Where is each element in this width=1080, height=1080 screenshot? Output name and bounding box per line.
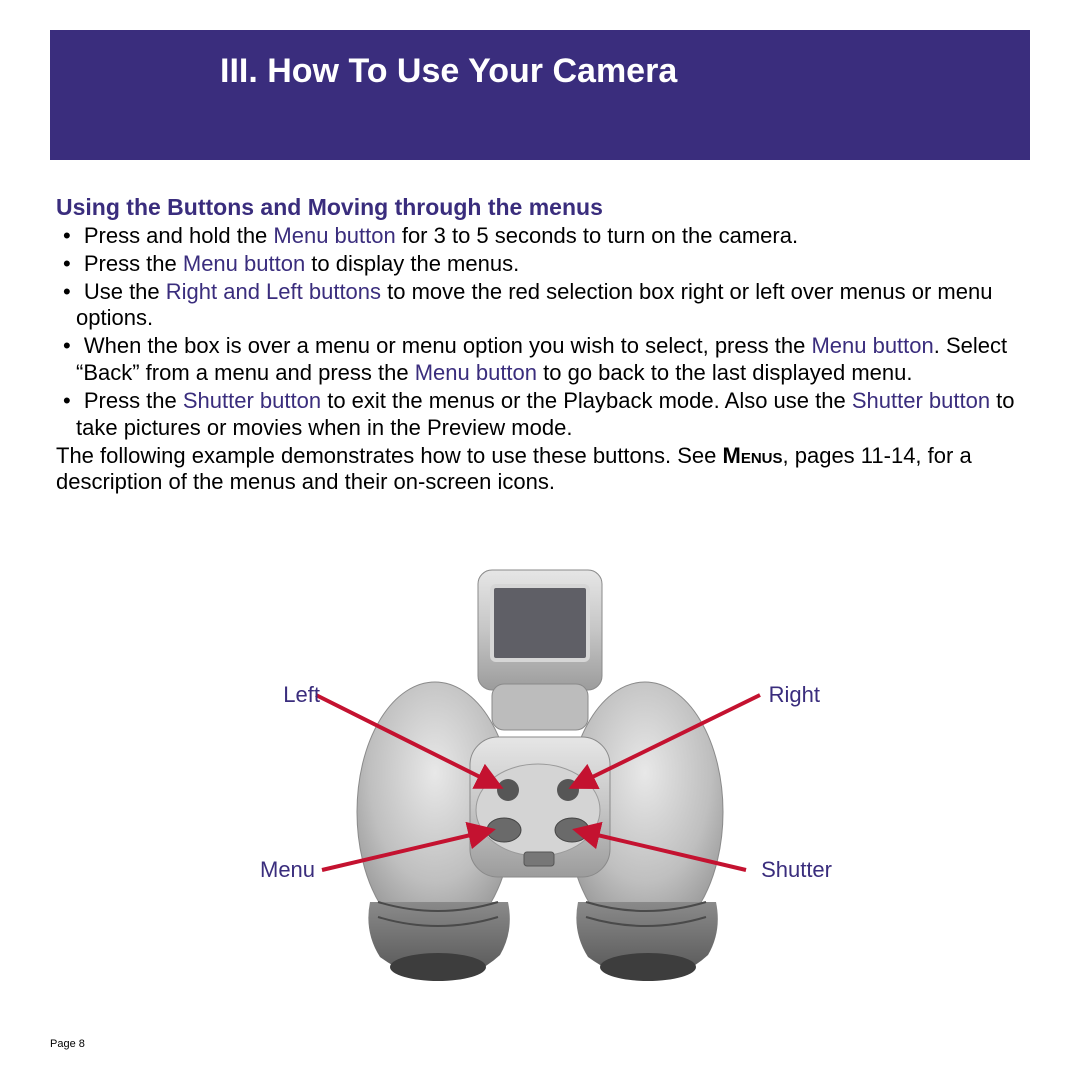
instruction-item: Press the Menu button to display the men… xyxy=(56,251,1024,278)
text-run: for 3 to 5 seconds to turn on the camera… xyxy=(396,223,798,248)
content-area: Using the Buttons and Moving through the… xyxy=(50,160,1030,992)
keyword-menu-button: Menu button xyxy=(811,333,933,358)
text-run: When the box is over a menu or menu opti… xyxy=(84,333,812,358)
camera-diagram: Left Right Menu Shutter xyxy=(260,552,820,992)
instruction-item: When the box is over a menu or menu opti… xyxy=(56,333,1024,387)
text-run: to exit the menus or the Playback mode. … xyxy=(321,388,852,413)
page-number: Page 8 xyxy=(50,1038,85,1050)
text-run: Use the xyxy=(84,279,166,304)
keyword-shutter-button: Shutter button xyxy=(183,388,321,413)
menus-ref: Menus xyxy=(723,443,783,468)
camera-illustration xyxy=(260,552,820,992)
text-run: to go back to the last displayed menu. xyxy=(537,360,912,385)
following-paragraph: The following example demonstrates how t… xyxy=(56,443,1024,497)
keyword-right-left-buttons: Right and Left buttons xyxy=(166,279,381,304)
keyword-menu-button: Menu button xyxy=(183,251,305,276)
label-shutter: Shutter xyxy=(761,857,832,883)
text-run: Press the xyxy=(84,388,183,413)
keyword-menu-button: Menu button xyxy=(273,223,395,248)
instruction-item: Use the Right and Left buttons to move t… xyxy=(56,279,1024,333)
label-right: Right xyxy=(769,682,820,708)
section-banner: III. How To Use Your Camera xyxy=(50,30,1030,160)
instruction-item: Press and hold the Menu button for 3 to … xyxy=(56,223,1024,250)
text-run: Press the xyxy=(84,251,183,276)
keyword-shutter-button: Shutter button xyxy=(852,388,990,413)
keyword-menu-button: Menu button xyxy=(415,360,537,385)
label-menu: Menu xyxy=(260,857,315,883)
section-title: III. How To Use Your Camera xyxy=(220,52,1030,91)
instruction-item: Press the Shutter button to exit the men… xyxy=(56,388,1024,442)
text-run: Press and hold the xyxy=(84,223,274,248)
label-left: Left xyxy=(260,682,320,708)
subsection-heading: Using the Buttons and Moving through the… xyxy=(56,194,1024,221)
text-run: to display the menus. xyxy=(305,251,519,276)
instruction-list: Press and hold the Menu button for 3 to … xyxy=(56,223,1024,442)
text-run: The following example demonstrates how t… xyxy=(56,443,723,468)
